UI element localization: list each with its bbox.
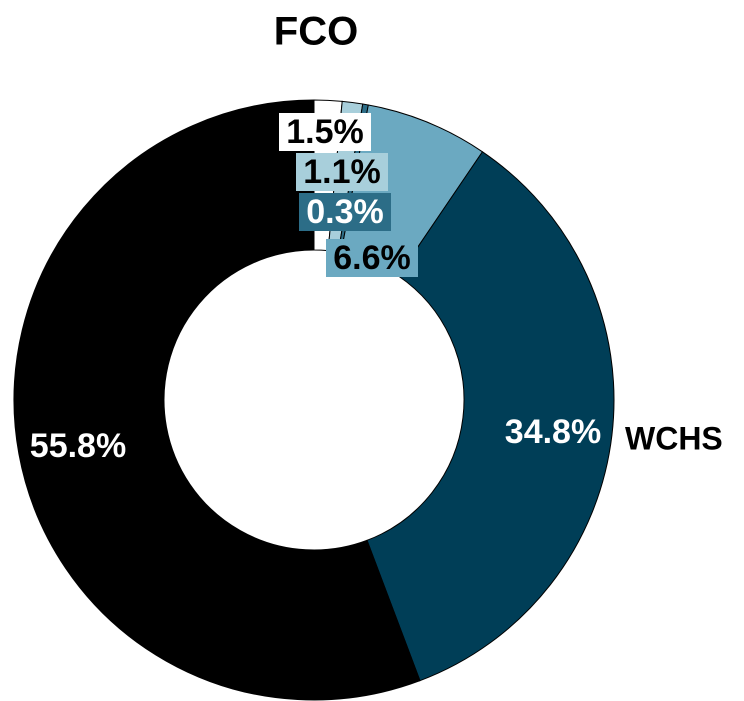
data-label: 6.6% [333, 239, 411, 277]
label-box [296, 153, 388, 191]
label-box [279, 113, 371, 151]
slice [13, 99, 421, 701]
data-label: 34.8% [505, 413, 601, 451]
slice [366, 151, 615, 682]
label-box [326, 239, 418, 277]
label-box [299, 193, 391, 231]
data-label: 55.8% [30, 427, 126, 465]
data-label: 1.1% [303, 153, 381, 191]
data-label: 1.5% [286, 113, 364, 151]
category-label: WCHS [625, 420, 723, 456]
chart-title: FCO [274, 10, 358, 54]
data-label: 0.3% [306, 193, 384, 231]
